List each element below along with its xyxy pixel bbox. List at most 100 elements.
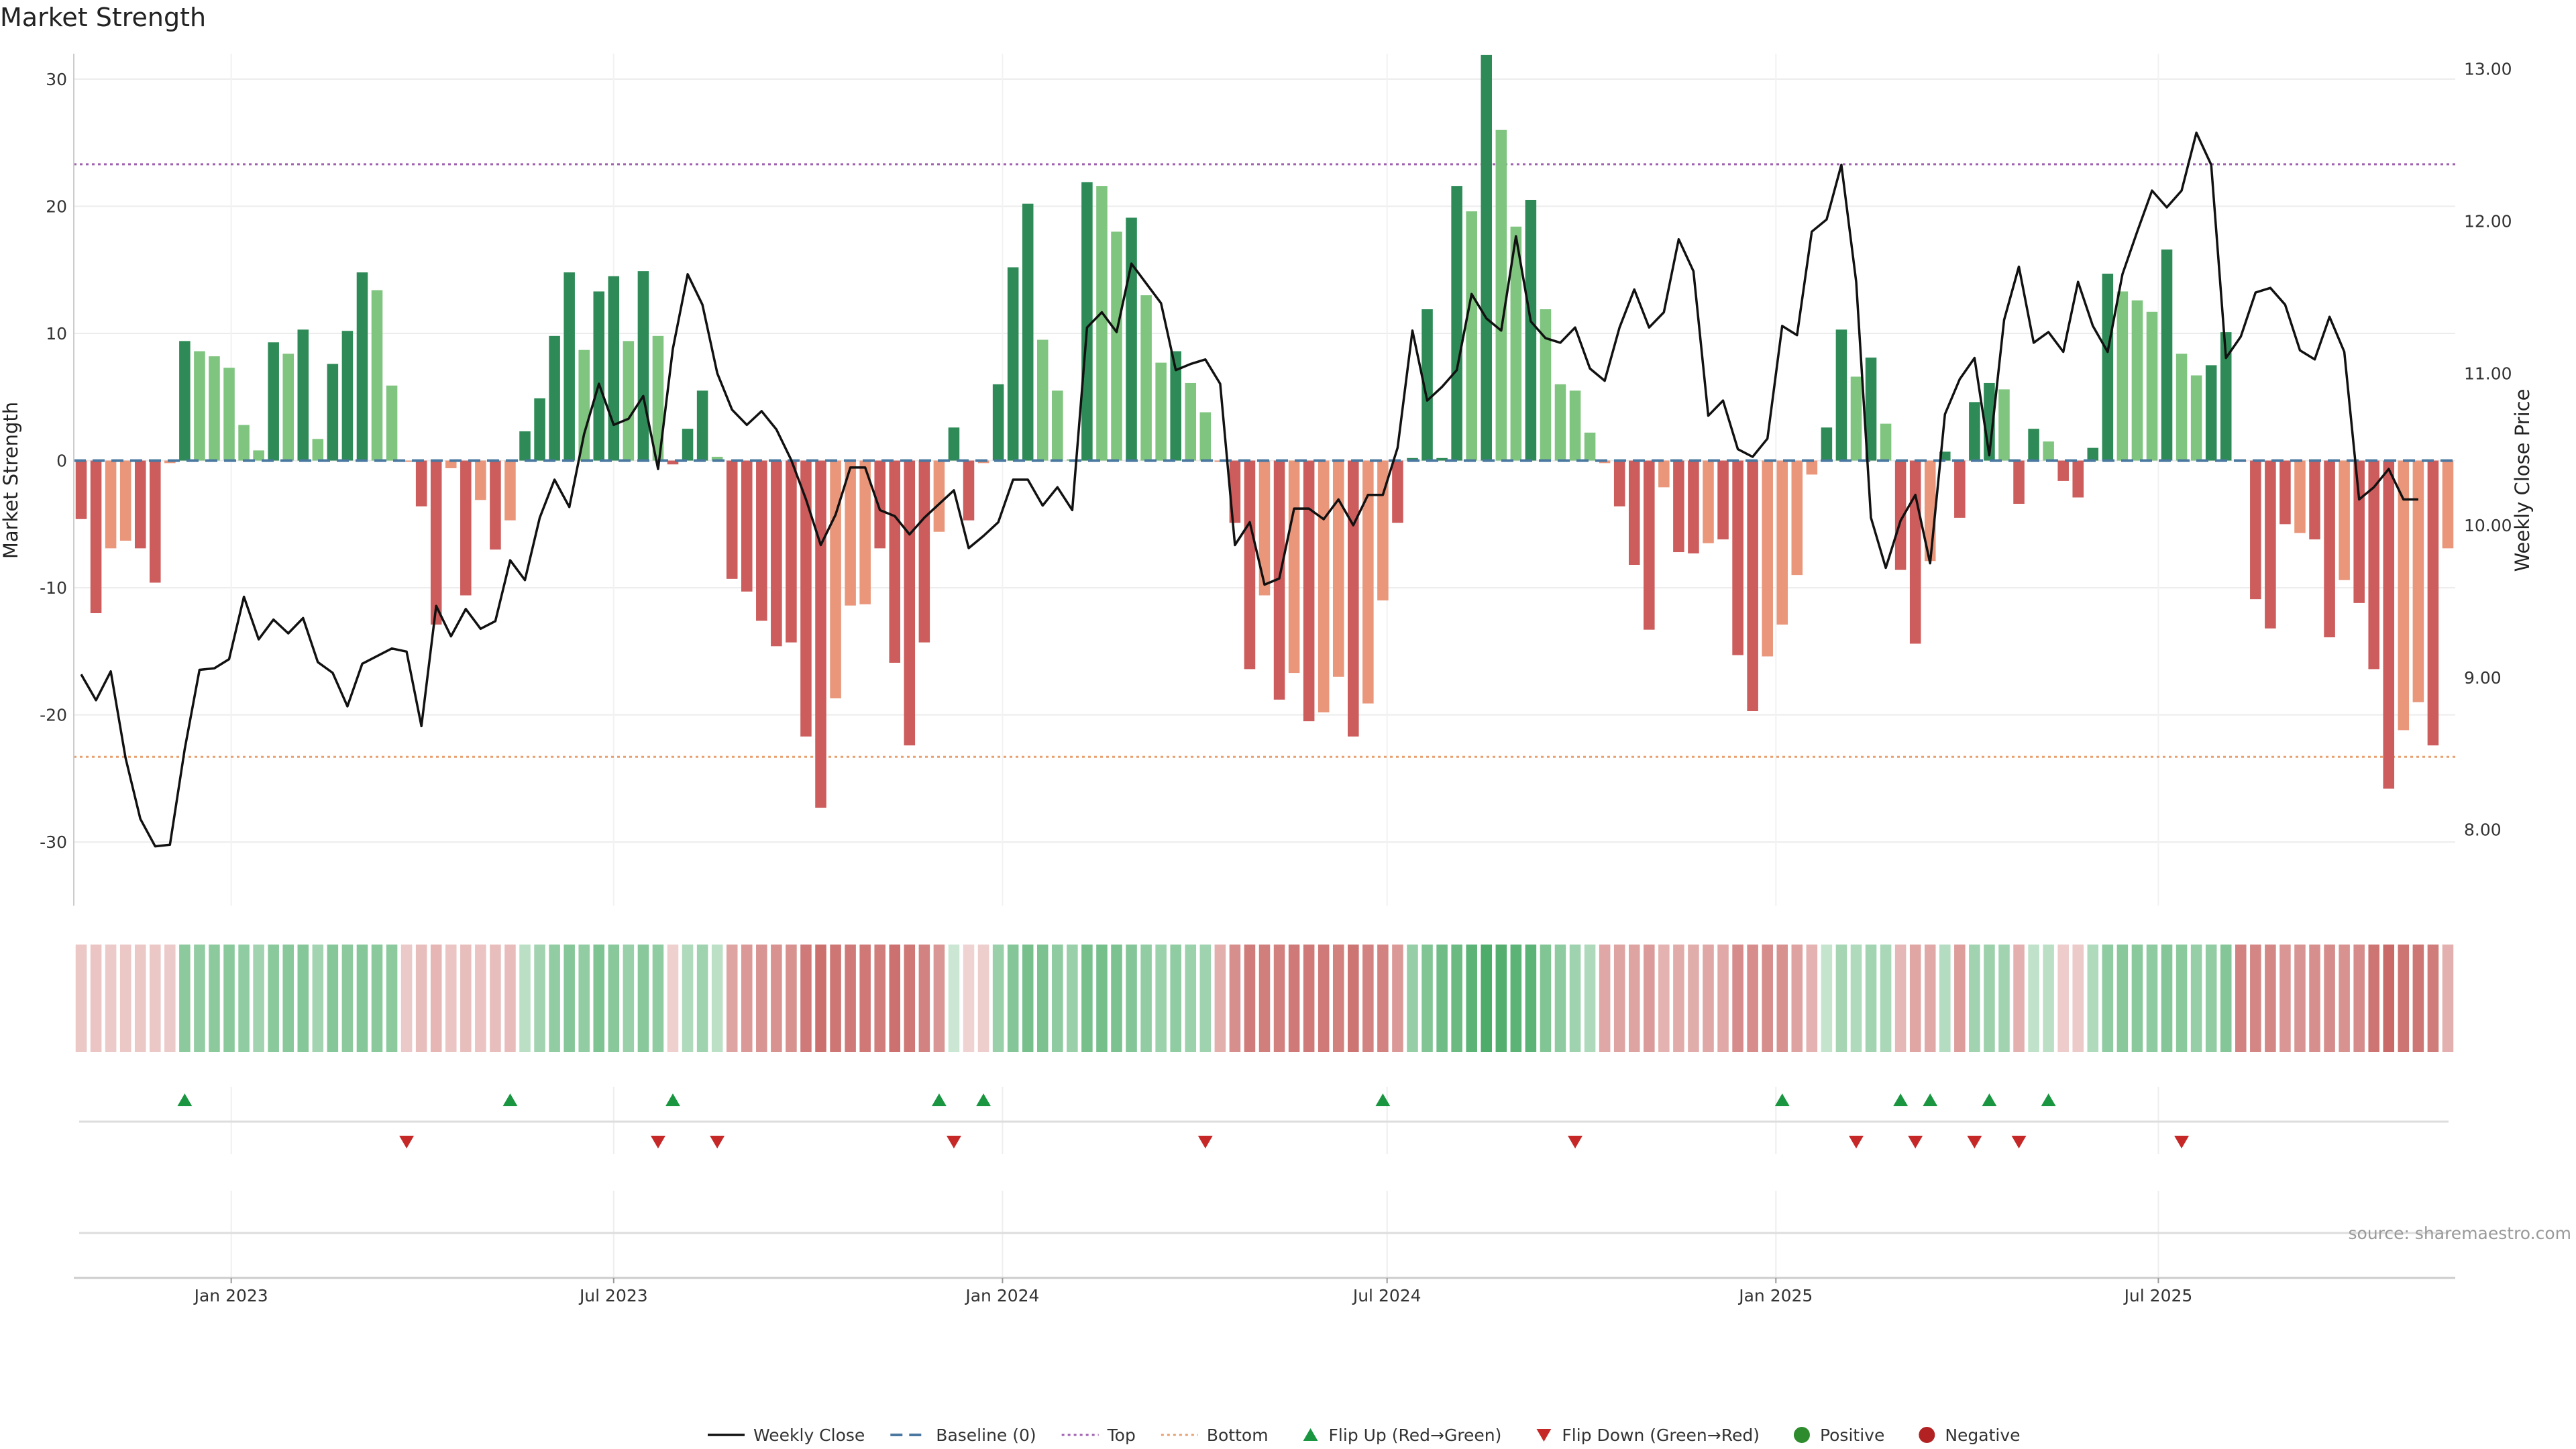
- heat-cell: [327, 945, 339, 1052]
- strength-bar: [830, 460, 841, 699]
- heat-cell: [1036, 945, 1049, 1052]
- heat-cell: [2294, 945, 2306, 1052]
- heat-cell: [1318, 945, 1330, 1052]
- strength-bar: [1481, 54, 1493, 461]
- flip-up-marker: [665, 1093, 681, 1106]
- heat-cell: [2235, 945, 2247, 1052]
- strength-bar: [1821, 427, 1833, 461]
- strength-bar: [948, 427, 960, 461]
- strength-bar: [1170, 351, 1181, 461]
- strength-bar: [904, 460, 916, 746]
- strength-bar: [1954, 460, 1966, 518]
- heat-cell: [1939, 945, 1951, 1052]
- heat-cell: [2087, 945, 2099, 1052]
- strength-bar: [223, 368, 235, 461]
- strength-bar: [297, 329, 309, 461]
- heat-cell: [223, 945, 235, 1052]
- heat-cell: [1703, 945, 1714, 1052]
- strength-bar: [756, 460, 767, 621]
- strength-bar: [741, 460, 753, 592]
- strength-bar: [2013, 460, 2025, 504]
- strength-bar: [1421, 309, 1433, 461]
- heat-cell: [977, 945, 989, 1052]
- heat-cell: [134, 945, 146, 1052]
- strength-bar: [430, 460, 442, 625]
- heat-cell: [312, 945, 324, 1052]
- strength-bar: [1303, 460, 1315, 722]
- strength-bar: [2265, 460, 2276, 629]
- heat-cell: [297, 945, 309, 1052]
- heat-cell: [1495, 945, 1507, 1052]
- flip-up-marker: [1923, 1093, 1938, 1106]
- heat-cell: [1007, 945, 1019, 1052]
- y2-tick-label: 11.00: [2464, 364, 2512, 383]
- heat-cell: [119, 945, 131, 1052]
- strength-bar: [1554, 384, 1566, 461]
- heat-cell: [1865, 945, 1877, 1052]
- heat-cell: [209, 945, 220, 1052]
- y-tick-label: -10: [40, 578, 67, 598]
- heat-cell: [1569, 945, 1581, 1052]
- strength-bar: [2087, 447, 2099, 461]
- heat-cell: [830, 945, 841, 1052]
- strength-bar: [490, 460, 501, 550]
- x-tick-label: Jan 2024: [964, 1286, 1039, 1305]
- heat-cell: [652, 945, 664, 1052]
- strength-bar: [519, 431, 531, 461]
- strength-bar: [1732, 460, 1743, 655]
- flip-up-marker: [1982, 1093, 1997, 1106]
- legend-label: Flip Down (Green→Red): [1562, 1426, 1760, 1445]
- heat-cell: [1644, 945, 1655, 1052]
- heat-cell: [859, 945, 871, 1052]
- strength-bar: [786, 460, 797, 643]
- empty-panel: [79, 1191, 2449, 1278]
- heat-cell: [726, 945, 738, 1052]
- heat-cell: [475, 945, 486, 1052]
- heat-cell: [1821, 945, 1833, 1052]
- heat-cell: [1288, 945, 1300, 1052]
- strength-bar: [134, 460, 146, 549]
- strength-bar: [726, 460, 738, 579]
- heat-cell: [918, 945, 930, 1052]
- heat-cell: [1584, 945, 1596, 1052]
- heat-cell: [2250, 945, 2261, 1052]
- y-tick-label: 20: [46, 197, 67, 216]
- heat-cell: [1954, 945, 1966, 1052]
- strength-bar: [1791, 460, 1803, 576]
- heat-cell: [1185, 945, 1197, 1052]
- strength-bar: [2398, 460, 2410, 731]
- strength-bar: [445, 460, 457, 468]
- strength-bar: [1880, 423, 1892, 461]
- strength-bar: [1865, 358, 1877, 461]
- heat-cell: [2368, 945, 2379, 1052]
- strength-bar: [564, 272, 575, 461]
- strength-bar: [268, 342, 279, 461]
- heat-cell: [1673, 945, 1684, 1052]
- heat-cell: [845, 945, 856, 1052]
- heat-cell: [2442, 945, 2454, 1052]
- heat-cell: [460, 945, 472, 1052]
- strength-bar: [1185, 382, 1197, 461]
- strength-bar: [1569, 390, 1581, 461]
- threshold-lines: [74, 163, 2455, 758]
- strength-bar: [1540, 309, 1552, 461]
- strength-bar: [1466, 211, 1477, 461]
- strength-bar: [504, 460, 516, 521]
- strength-bar: [874, 460, 885, 549]
- flip-up-marker: [976, 1093, 991, 1106]
- heat-cell: [1909, 945, 1921, 1052]
- strength-bar: [2176, 354, 2188, 461]
- strength-bar: [1894, 460, 1907, 570]
- strength-bar: [2116, 291, 2129, 461]
- y-tick-label: -20: [40, 706, 67, 725]
- strength-bar: [1348, 460, 1359, 737]
- heat-cell: [667, 945, 679, 1052]
- heat-cell: [1717, 945, 1729, 1052]
- strength-bar: [549, 335, 560, 461]
- flip-up-marker: [1893, 1093, 1909, 1106]
- chart-title: Market Strength: [0, 3, 207, 32]
- heat-cell: [2057, 945, 2069, 1052]
- strength-bar: [1998, 389, 2010, 461]
- axes: 30 20 10 0 -10 -20 -30 13.00 12.00 11.00 10.00 9.00…: [40, 54, 2512, 906]
- heat-cell: [1554, 945, 1566, 1052]
